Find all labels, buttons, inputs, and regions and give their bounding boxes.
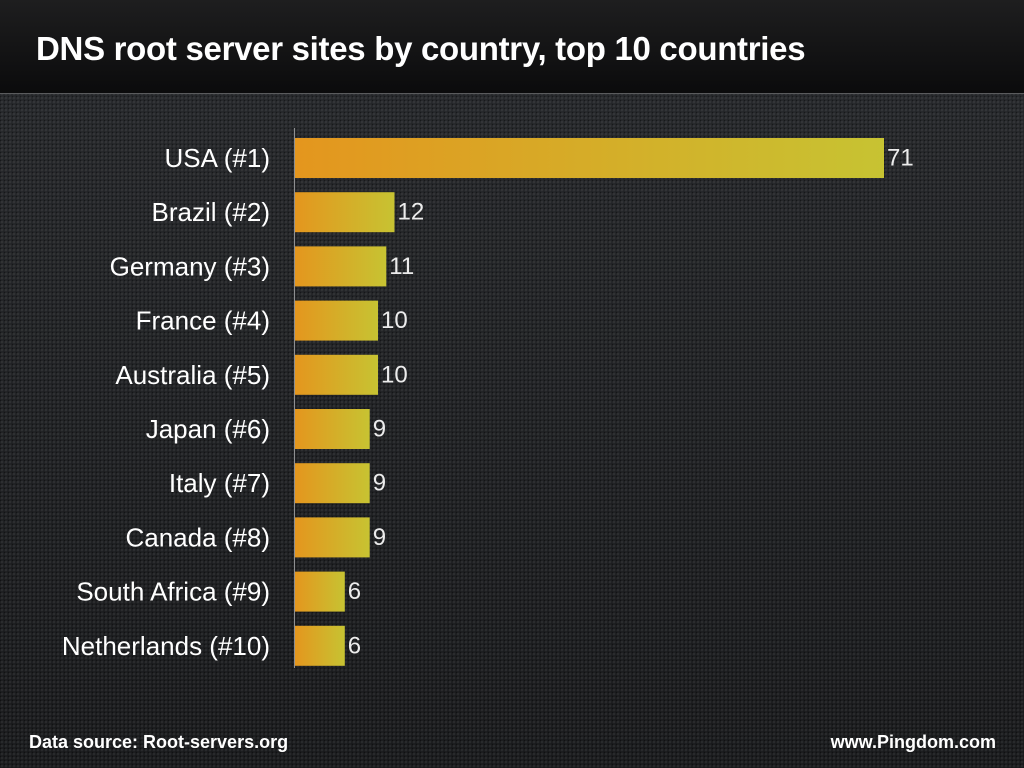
bar: [295, 571, 345, 612]
category-label: Italy (#7): [169, 468, 270, 498]
website-credit: www.Pingdom.com: [830, 732, 996, 752]
category-labels: USA (#1) Brazil (#2) Germany (#3) France (#…: [62, 143, 270, 661]
bar: [295, 354, 378, 395]
value-label: 12: [398, 199, 425, 226]
category-label: USA (#1): [165, 143, 271, 173]
bar: [295, 246, 387, 287]
category-label: Brazil (#2): [152, 197, 270, 227]
category-label: Netherlands (#10): [62, 631, 270, 661]
value-label: 6: [348, 632, 361, 659]
category-label: Canada (#8): [125, 522, 270, 552]
bar: [295, 463, 370, 504]
bars-group: [295, 138, 884, 666]
category-label: France (#4): [136, 306, 270, 336]
category-label: Japan (#6): [146, 414, 270, 444]
category-label: Australia (#5): [115, 360, 270, 390]
value-label: 9: [373, 470, 386, 497]
bar: [295, 517, 370, 558]
category-label: Germany (#3): [110, 251, 270, 281]
bar: [295, 300, 378, 341]
chart-title: DNS root server sites by country, top 10…: [36, 30, 806, 67]
category-label: South Africa (#9): [76, 577, 270, 607]
value-label: 10: [381, 307, 408, 334]
bar: [295, 625, 345, 666]
value-label: 10: [381, 361, 408, 388]
value-label: 6: [348, 578, 361, 605]
value-label: 9: [373, 524, 386, 551]
title-bar: DNS root server sites by country, top 10…: [0, 0, 1024, 94]
value-label: 9: [373, 416, 386, 443]
bar: [295, 192, 395, 233]
value-label: 11: [389, 253, 414, 280]
bar: [295, 409, 370, 449]
bar: [295, 138, 884, 178]
value-label: 71: [887, 145, 914, 172]
data-source-note: Data source: Root-servers.org: [29, 732, 289, 752]
